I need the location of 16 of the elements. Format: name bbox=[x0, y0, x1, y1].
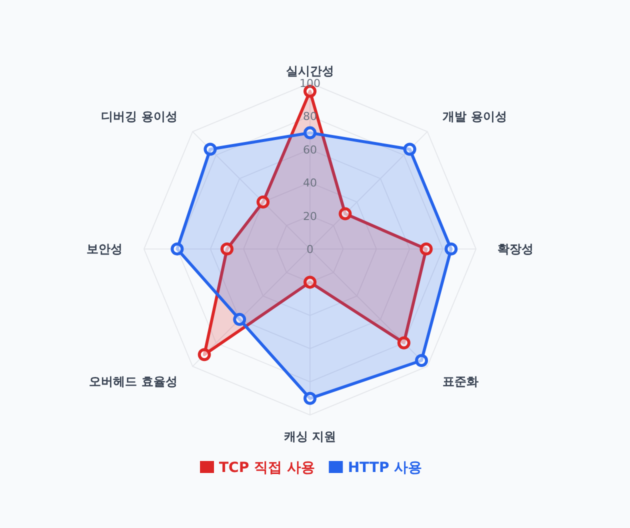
y-tick-label: 60 bbox=[303, 143, 317, 156]
legend-label: TCP 직접 사용 bbox=[219, 460, 315, 476]
spoke-label: 보안성 bbox=[86, 242, 122, 256]
spoke-label: 표준화 bbox=[442, 374, 479, 389]
legend-label: HTTP 사용 bbox=[348, 460, 422, 476]
spoke-label: 확장성 bbox=[498, 242, 534, 256]
y-tick-label: 20 bbox=[303, 210, 317, 223]
spoke-label: 오버헤드 효율성 bbox=[89, 374, 178, 389]
y-tick-label: 40 bbox=[303, 176, 317, 190]
spoke-label: 개발 용이성 bbox=[442, 109, 507, 124]
spoke-label: 캐싱 지원 bbox=[282, 430, 336, 444]
y-tick-label: 80 bbox=[303, 110, 317, 124]
y-tick-label: 100 bbox=[300, 77, 320, 90]
y-tick-label: 0 bbox=[306, 243, 314, 256]
spoke-label: 실시간성 bbox=[286, 64, 334, 78]
spoke-label: 디버깅 용이성 bbox=[101, 109, 178, 124]
